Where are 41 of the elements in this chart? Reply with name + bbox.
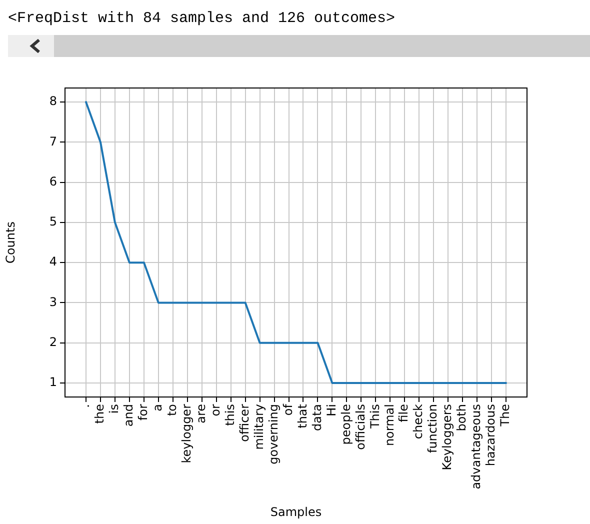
x-axis-title: Samples: [270, 504, 322, 519]
x-tick-label: Hi: [324, 404, 338, 416]
y-tick-label: 4: [49, 254, 57, 269]
x-tick-label: for: [136, 404, 150, 420]
x-tick-label: both: [454, 404, 469, 432]
x-tick-label: function: [426, 404, 440, 454]
x-tick-label: normal: [382, 404, 396, 446]
x-tick-label: check: [411, 404, 426, 440]
x-tick-label: of: [280, 403, 295, 416]
x-tick-label: The: [498, 404, 512, 428]
x-tick-label: this: [222, 404, 237, 426]
x-tick-label: and: [122, 404, 136, 427]
x-tick-label: file: [396, 404, 411, 422]
x-tick-label: military: [252, 404, 266, 450]
y-tick-label: 6: [49, 174, 57, 188]
x-tick-label: are: [194, 404, 208, 424]
x-tick-label: that: [295, 404, 310, 428]
x-tick-label: to: [165, 404, 180, 416]
x-tick-label: governing: [266, 404, 280, 464]
x-tick-label: This: [368, 404, 382, 430]
x-tick-label: advantageous: [469, 404, 484, 490]
x-tick-label: the: [92, 404, 107, 424]
chart-title: <FreqDist with 84 samples and 126 outcomes>: [8, 10, 396, 27]
x-tick-label: keylogger: [180, 404, 194, 464]
y-tick-label: 3: [49, 294, 57, 309]
x-tick-label: is: [107, 404, 122, 414]
x-tick-label: or: [208, 404, 222, 416]
y-tick-label: 8: [49, 94, 57, 108]
y-tick-label: 5: [49, 214, 57, 229]
x-tick-label: Keyloggers: [440, 404, 454, 470]
y-tick-label: 1: [49, 375, 57, 390]
x-tick-label: officer: [237, 404, 252, 442]
x-tick-label: .: [78, 404, 92, 408]
x-tick-label: people: [338, 404, 353, 445]
x-tick-label: a: [150, 404, 165, 412]
y-tick-label: 7: [49, 134, 57, 148]
y-axis-title: Counts: [3, 222, 18, 264]
x-tick-label: data: [310, 404, 324, 432]
x-tick-label: officials: [353, 404, 368, 450]
x-tick-label: hazardous: [484, 404, 498, 466]
y-tick-label: 2: [49, 334, 57, 349]
